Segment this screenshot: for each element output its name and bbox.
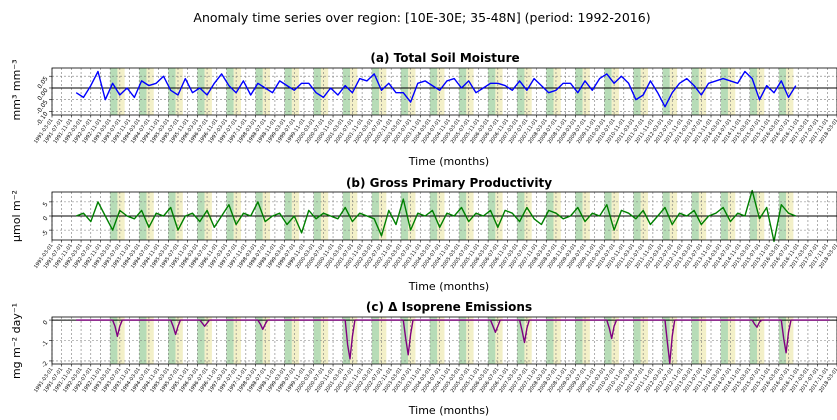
panel-b-ytick-label: 5 <box>42 201 50 208</box>
panel-a-summer-band <box>524 68 532 115</box>
panel-c-summer-band <box>146 317 154 364</box>
panel-a-spring-band <box>313 68 321 115</box>
panel-a-spring-band <box>604 68 612 115</box>
panel-a-summer-band <box>117 68 125 115</box>
panel-a-summer-band <box>146 68 154 115</box>
panel-c-ytick-label: 0 <box>42 319 50 326</box>
panel-c-ylabel: mg m⁻² day⁻¹ <box>10 303 23 379</box>
panel-a-summer-band <box>262 68 271 115</box>
panel-c-summer-band <box>698 317 707 364</box>
panel-c-spring-band <box>778 317 787 364</box>
panel-a-axes-frame <box>51 67 837 116</box>
panel-a-summer-band <box>408 68 416 115</box>
panel-c-spring-band <box>255 317 263 364</box>
panel-c-spring-band <box>342 317 351 364</box>
panel-c-series-line <box>76 319 830 364</box>
panel-a-spring-band <box>517 68 525 115</box>
panel-a-spring-band <box>691 68 699 115</box>
panel-a-summer-band <box>553 68 561 115</box>
panel-a-spring-band <box>778 68 787 115</box>
panel-a-spring-band <box>255 68 263 115</box>
panel-a-title: (a) Total Soil Moisture <box>370 51 519 65</box>
panel-a-summer-band <box>495 68 503 115</box>
panel-a-series-line <box>75 70 797 108</box>
panel-b-ylabel: μmol m⁻² <box>10 190 23 242</box>
panel-a-spring-band <box>400 68 409 115</box>
panel-a-spring-band <box>720 68 728 115</box>
panel-c-ytick-label: -2 <box>40 360 49 369</box>
panel-c-summer-band <box>582 317 590 364</box>
panel-c-title: (c) Δ Isoprene Emissions <box>366 300 532 314</box>
panel-a-summer-band <box>437 68 445 115</box>
panel-a-spring-band <box>226 68 234 115</box>
panel-b-axes-frame <box>51 191 837 241</box>
panel-c-spring-band <box>488 317 496 364</box>
panel-c-spring-band <box>168 317 176 364</box>
panel-b-xlabel: Time (months) <box>408 280 489 293</box>
panel-a-spring-band <box>749 68 758 115</box>
panel-a-summer-band <box>727 68 736 115</box>
panel-a-xlabel: Time (months) <box>408 155 489 168</box>
figure-suptitle: Anomaly time series over region: [10E-30… <box>193 10 650 25</box>
panel-b-series-line <box>75 189 797 243</box>
panel-a-summer-band <box>698 68 707 115</box>
panel-a-summer-band <box>320 68 329 115</box>
panel-c-summer-band <box>291 317 300 364</box>
panel-c-spring-band <box>575 317 583 364</box>
panel-b-ytick-label: -5 <box>40 229 49 238</box>
panel-a-summer-band <box>379 68 387 115</box>
panel-a-spring-band <box>284 68 292 115</box>
panel-c-axes-frame <box>51 316 837 365</box>
panel-c-summer-band <box>727 317 736 364</box>
panel-c-spring-band <box>226 317 234 364</box>
panel-c-summer-band <box>408 317 416 364</box>
panel-a-spring-band <box>546 68 554 115</box>
panel-a-spring-band <box>429 68 438 115</box>
panel-a-spring-band <box>197 68 205 115</box>
panel-c-xlabel: Time (months) <box>408 404 489 417</box>
panel-a-spring-band <box>110 68 118 115</box>
panel-a-summer-band <box>582 68 590 115</box>
panel-a-spring-band <box>459 68 467 115</box>
panel-c-spring-band <box>691 317 699 364</box>
panel-a-summer-band <box>757 68 765 115</box>
panel-a-spring-band <box>488 68 496 115</box>
panel-a-spring-band <box>139 68 147 115</box>
panel-a-ylabel: mm³ mm⁻³ <box>10 60 23 121</box>
panel-c-summer-band <box>611 317 619 364</box>
panel-c-ytick-label: -1 <box>40 339 49 348</box>
panel-a-spring-band <box>662 68 670 115</box>
panel-b: (b) Gross Primary Productivity μmol m⁻² … <box>10 176 837 293</box>
panel-b-ytick-label: 0 <box>42 215 50 222</box>
panel-c-summer-band <box>379 317 387 364</box>
panel-c-summer-band <box>495 317 503 364</box>
panel-a-summer-band <box>291 68 300 115</box>
panel-a-spring-band <box>371 68 380 115</box>
panel-a-summer-band <box>786 68 794 115</box>
panel-a-summer-band <box>466 68 474 115</box>
panel-c-spring-band <box>459 317 467 364</box>
panel-c-summer-band <box>175 317 183 364</box>
panel-a-summer-band <box>204 68 212 115</box>
panel-a-summer-band <box>611 68 619 115</box>
panel-b-title: (b) Gross Primary Productivity <box>346 176 552 190</box>
panel-c-spring-band <box>662 317 670 364</box>
panel-c-spring-band <box>371 317 380 364</box>
panel-c: (c) Δ Isoprene Emissions mg m⁻² day⁻¹ Ti… <box>10 300 837 417</box>
panel-c-summer-band <box>262 317 271 364</box>
panel-a-spring-band <box>633 68 641 115</box>
panel-c-spring-band <box>139 317 147 364</box>
panel-a: (a) Total Soil Moisture mm³ mm⁻³ Time (m… <box>10 51 837 168</box>
panel-a-spring-band <box>342 68 351 115</box>
